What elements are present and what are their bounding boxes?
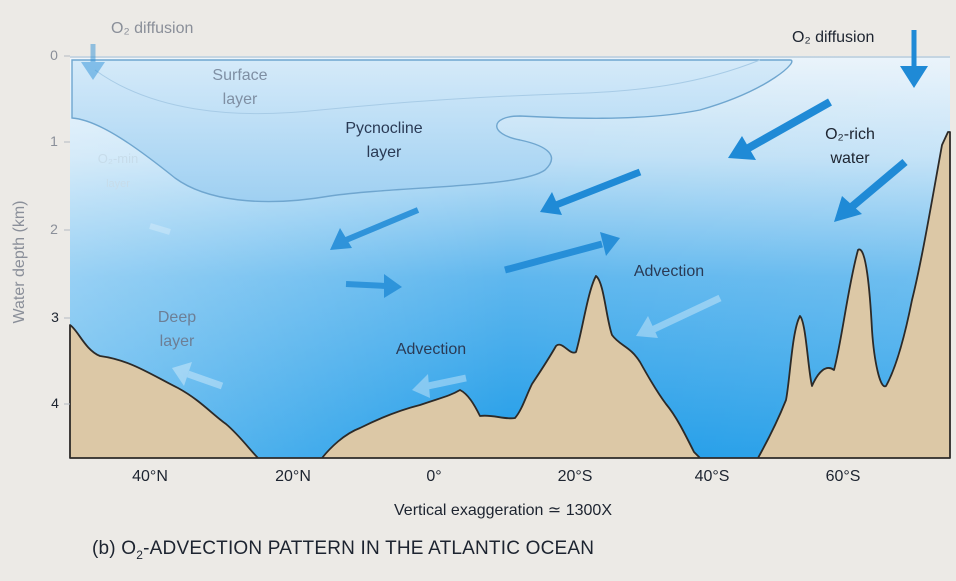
arrow-icon bbox=[149, 223, 171, 235]
arrow-icon bbox=[540, 168, 642, 215]
depth-tick-4: 4 bbox=[51, 395, 59, 411]
caption-subscript: 2 bbox=[136, 547, 144, 562]
lat-tick-40s: 40°S bbox=[695, 468, 730, 485]
o2-min-layer-label-line1: O₂-min bbox=[98, 151, 138, 166]
arrow-down-icon bbox=[81, 44, 105, 80]
deep-layer-label-line1: Deep bbox=[158, 309, 196, 326]
arrow-icon bbox=[172, 362, 224, 390]
lat-tick-60s: 60°S bbox=[826, 468, 861, 485]
arrow-icon bbox=[412, 374, 467, 398]
depth-tick-3: 3 bbox=[51, 309, 59, 325]
depth-axis-ticks bbox=[64, 55, 70, 405]
arrow-icon bbox=[345, 274, 402, 298]
o2-diffusion-label-left: O₂ diffusion bbox=[111, 20, 193, 37]
lat-tick-0: 0° bbox=[426, 468, 441, 485]
lat-tick-20n: 20°N bbox=[275, 468, 311, 485]
pycnocline-layer-label-line2: layer bbox=[367, 144, 402, 161]
o2-rich-water-label-line1: O₂-rich bbox=[825, 126, 875, 143]
pycnocline-layer-region bbox=[71, 59, 793, 203]
surface-layer-label-line1: Surface bbox=[212, 67, 267, 84]
vertical-exaggeration-label: Vertical exaggeration ≃ 1300X bbox=[394, 502, 612, 519]
depth-tick-1: 1 bbox=[50, 133, 58, 149]
arrow-down-icon bbox=[900, 30, 928, 88]
arrow-icon bbox=[504, 232, 620, 274]
arrow-icon bbox=[834, 158, 908, 222]
depth-tick-0: 0 bbox=[50, 47, 58, 63]
advection-label-upper: Advection bbox=[634, 263, 704, 280]
deep-layer-label-line2: layer bbox=[160, 333, 195, 350]
depth-axis-title: Water depth (km) bbox=[11, 201, 28, 324]
pycnocline-layer-label-line1: Pycnocline bbox=[345, 120, 422, 137]
caption-suffix: -ADVECTION PATTERN IN THE ATLANTIC OCEAN bbox=[143, 538, 595, 559]
caption-prefix: (b) O bbox=[92, 538, 137, 559]
advection-label-lower: Advection bbox=[396, 341, 466, 358]
arrow-icon bbox=[728, 98, 832, 160]
arrow-icon bbox=[636, 294, 722, 338]
o2-diffusion-label-right: O₂ diffusion bbox=[792, 29, 874, 46]
depth-tick-2: 2 bbox=[50, 221, 58, 237]
o2-min-layer-label-line2: layer bbox=[106, 178, 130, 190]
surface-layer-boundary bbox=[94, 59, 761, 115]
lat-tick-40n: 40°N bbox=[132, 468, 168, 485]
arrow-icon bbox=[330, 207, 420, 250]
seafloor bbox=[69, 131, 951, 459]
lat-tick-20s: 20°S bbox=[558, 468, 593, 485]
figure-caption: (b) O2-ADVECTION PATTERN IN THE ATLANTIC… bbox=[92, 538, 594, 562]
o2-rich-water-label-line2: water bbox=[829, 150, 870, 167]
surface-layer-label-line2: layer bbox=[223, 91, 258, 108]
